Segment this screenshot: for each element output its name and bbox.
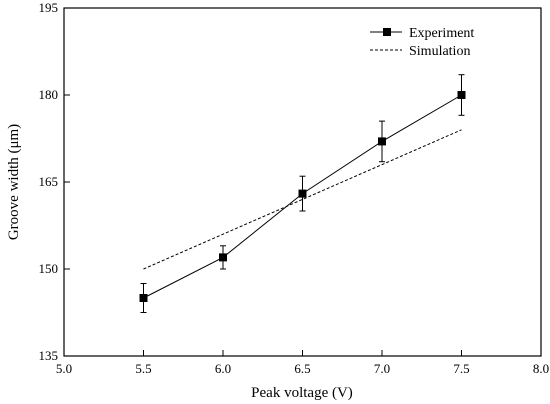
legend-experiment-label: Experiment	[409, 26, 474, 41]
y-tick-label: 135	[39, 348, 59, 363]
series-layer	[139, 74, 466, 313]
simulation-series-line	[143, 129, 462, 270]
experiment-point	[457, 91, 466, 99]
experiment-point	[219, 253, 227, 262]
x-tick-label: 7.5	[453, 361, 469, 376]
x-tick-label: 5.0	[56, 361, 72, 376]
y-tick-label: 195	[39, 0, 59, 15]
x-tick-label: 6.5	[294, 361, 310, 376]
x-tick-label: 7.0	[374, 361, 390, 376]
x-tick-label: 8.0	[533, 361, 549, 376]
x-axis-ticks: 5.0 5.5 6.0 6.5 7.0 7.5 8.0	[56, 350, 549, 376]
legend: Experiment Simulation	[370, 26, 474, 59]
legend-experiment-marker	[383, 28, 391, 36]
x-tick-label: 5.5	[135, 361, 151, 376]
y-tick-label: 150	[39, 261, 59, 276]
y-tick-label: 165	[39, 174, 59, 189]
experiment-point	[378, 137, 386, 146]
legend-simulation-label: Simulation	[409, 44, 470, 59]
x-axis-title: Peak voltage (V)	[251, 385, 353, 401]
y-axis-title: Groove width (μm)	[6, 124, 22, 240]
x-tick-label: 6.0	[215, 361, 231, 376]
experiment-point	[139, 294, 148, 302]
y-axis-ticks: 135 150 165 180 195	[39, 0, 70, 363]
experiment-point	[298, 189, 307, 198]
y-tick-label: 180	[39, 87, 59, 102]
